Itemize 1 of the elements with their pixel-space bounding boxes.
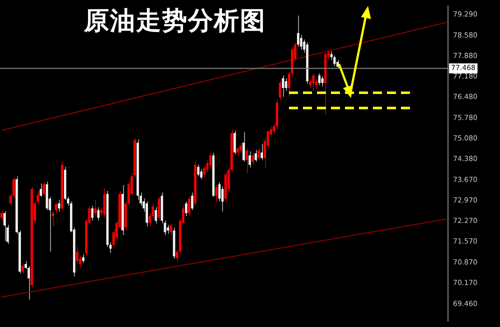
chart-title: 原油走势分析图: [82, 5, 267, 37]
